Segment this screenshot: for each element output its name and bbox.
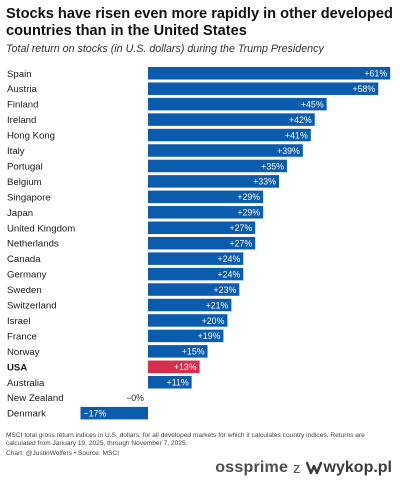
bar-netherlands xyxy=(148,236,256,250)
value-label-singapore: +29% xyxy=(237,192,260,202)
value-label-japan: +29% xyxy=(237,208,260,218)
category-label-spain: Spain xyxy=(7,69,32,80)
bar-australia xyxy=(148,376,192,389)
value-label-portugal: +35% xyxy=(261,161,284,171)
category-label-switzerland: Switzerland xyxy=(7,301,57,312)
category-label-italy: Italy xyxy=(7,146,25,157)
value-label-united-kingdom: +27% xyxy=(229,223,252,233)
category-label-netherlands: Netherlands xyxy=(7,239,59,250)
watermark-site: wykop.pl xyxy=(323,459,392,476)
value-label-spain: +61% xyxy=(364,69,387,79)
category-label-australia: Australia xyxy=(7,378,45,389)
category-label-sweden: Sweden xyxy=(7,285,42,296)
category-label-hong-kong: Hong Kong xyxy=(7,131,55,142)
bar-italy xyxy=(148,144,303,157)
bar-portugal xyxy=(148,159,287,173)
value-label-netherlands: +27% xyxy=(229,239,252,249)
value-label-austria: +58% xyxy=(353,84,376,94)
category-label-israel: Israel xyxy=(7,316,30,327)
bar-chart: Spain +61% Austria +58% Finland +45% Ireland +4… xyxy=(7,67,391,420)
watermark-username: ossprime xyxy=(215,459,289,476)
category-label-new-zealand: New Zealand xyxy=(7,393,64,404)
chart-title: Stocks have risen even more rapidly in o… xyxy=(6,6,393,39)
value-label-canada: +24% xyxy=(218,254,241,264)
value-label-denmark: −17% xyxy=(84,408,107,418)
value-label-australia: +11% xyxy=(167,378,189,388)
bar-canada xyxy=(148,252,244,265)
bar-usa xyxy=(148,360,200,374)
value-label-hong-kong: +41% xyxy=(285,130,308,140)
category-label-japan: Japan xyxy=(7,208,33,219)
watermark-separator: z xyxy=(293,459,301,477)
value-label-italy: +39% xyxy=(277,146,300,156)
bar-denmark xyxy=(80,406,148,420)
category-label-portugal: Portugal xyxy=(7,161,43,172)
bar-france xyxy=(148,329,224,343)
category-label-germany: Germany xyxy=(7,270,47,281)
category-label-usa: USA xyxy=(7,362,27,373)
category-label-finland: Finland xyxy=(7,100,38,111)
value-label-sweden: +23% xyxy=(214,285,237,295)
category-label-singapore: Singapore xyxy=(7,192,51,203)
bar-belgium xyxy=(148,175,280,188)
value-label-new-zealand: −0% xyxy=(126,393,144,403)
bar-singapore xyxy=(148,190,264,204)
bar-germany xyxy=(148,267,244,281)
bar-finland xyxy=(148,97,327,111)
bar-sweden xyxy=(148,283,240,296)
category-label-denmark: Denmark xyxy=(7,409,46,420)
category-label-france: France xyxy=(7,331,37,342)
category-label-ireland: Ireland xyxy=(7,115,36,126)
value-label-usa: +13% xyxy=(174,362,197,372)
category-label-united-kingdom: United Kingdom xyxy=(7,223,75,234)
value-label-france: +19% xyxy=(198,331,221,341)
value-label-finland: +45% xyxy=(301,99,324,109)
chart-subtitle: Total return on stocks (in U.S. dollars)… xyxy=(6,43,324,55)
bar-ireland xyxy=(148,113,315,126)
bar-austria xyxy=(148,82,379,95)
wykop-logo-icon xyxy=(305,461,322,475)
value-label-switzerland: +21% xyxy=(206,300,229,310)
value-label-israel: +20% xyxy=(202,316,225,326)
category-label-belgium: Belgium xyxy=(7,177,42,188)
value-label-norway: +15% xyxy=(182,347,205,357)
value-label-belgium: +33% xyxy=(253,177,276,187)
category-label-norway: Norway xyxy=(7,347,40,358)
watermark: ossprime z wykop.pl xyxy=(215,459,392,477)
value-label-ireland: +42% xyxy=(289,115,312,125)
category-label-canada: Canada xyxy=(7,254,41,265)
chart-footnote: MSCI total gross return indices in U.S. … xyxy=(6,432,365,448)
chart-source: Chart: @JustinWolfers • Source: MSCI xyxy=(6,450,119,457)
bar-japan xyxy=(148,206,264,219)
bar-israel xyxy=(148,314,228,327)
bar-switzerland xyxy=(148,298,232,312)
bar-norway xyxy=(148,345,208,358)
wykop-logo: wykop.pl xyxy=(305,459,392,477)
value-label-germany: +24% xyxy=(218,269,241,279)
bar-hong-kong xyxy=(148,128,311,142)
bar-united-kingdom xyxy=(148,221,256,234)
category-label-austria: Austria xyxy=(7,84,38,95)
bar-spain xyxy=(148,67,391,80)
